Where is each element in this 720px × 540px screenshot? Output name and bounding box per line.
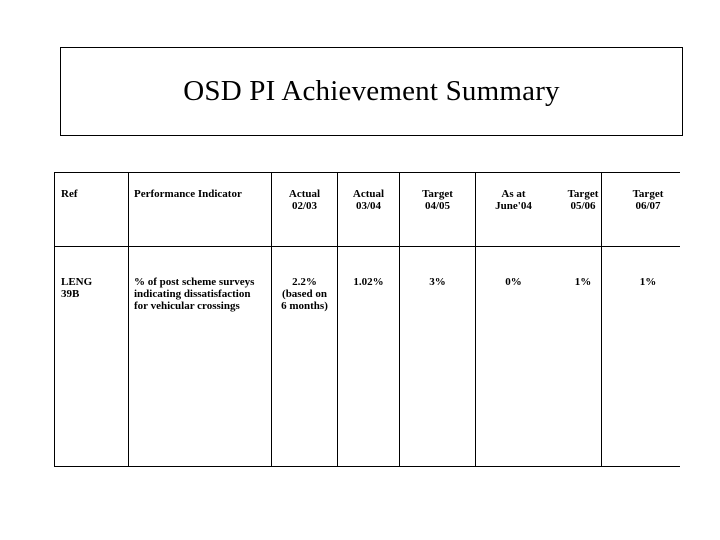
- row-target-0405: 3%: [429, 276, 446, 288]
- pi-table: Ref Performance Indicator Actual 02/03 A…: [54, 172, 680, 467]
- column-divider: [337, 173, 338, 466]
- row-actual-0203: 2.2% (based on 6 months): [281, 276, 328, 312]
- header-ref: Ref: [61, 188, 78, 200]
- row-divider: [55, 246, 680, 247]
- header-actual-0304: Actual 03/04: [352, 188, 385, 212]
- header-actual-0203: Actual 02/03: [288, 188, 321, 212]
- title-box: OSD PI Achievement Summary: [60, 47, 683, 136]
- column-divider: [128, 173, 129, 466]
- header-indicator: Performance Indicator: [134, 188, 242, 200]
- row-asat-june04: 0%: [505, 276, 522, 288]
- row-ref: LENG 39B: [61, 276, 93, 300]
- row-target-0607: 1%: [639, 276, 657, 288]
- column-divider: [475, 173, 476, 466]
- slide-title: OSD PI Achievement Summary: [183, 75, 560, 107]
- column-divider: [399, 173, 400, 466]
- column-divider: [271, 173, 272, 466]
- row-indicator: % of post scheme surveys indicating diss…: [134, 276, 255, 312]
- header-asat-june04: As at June'04: [495, 188, 532, 212]
- header-target-0607: Target 06/07: [632, 188, 664, 212]
- header-target-0405: Target 04/05: [422, 188, 453, 212]
- row-actual-0304: 1.02%: [353, 276, 384, 288]
- header-target-0506: Target 05/06: [567, 188, 599, 212]
- row-target-0506: 1%: [574, 276, 592, 288]
- column-divider: [601, 173, 602, 466]
